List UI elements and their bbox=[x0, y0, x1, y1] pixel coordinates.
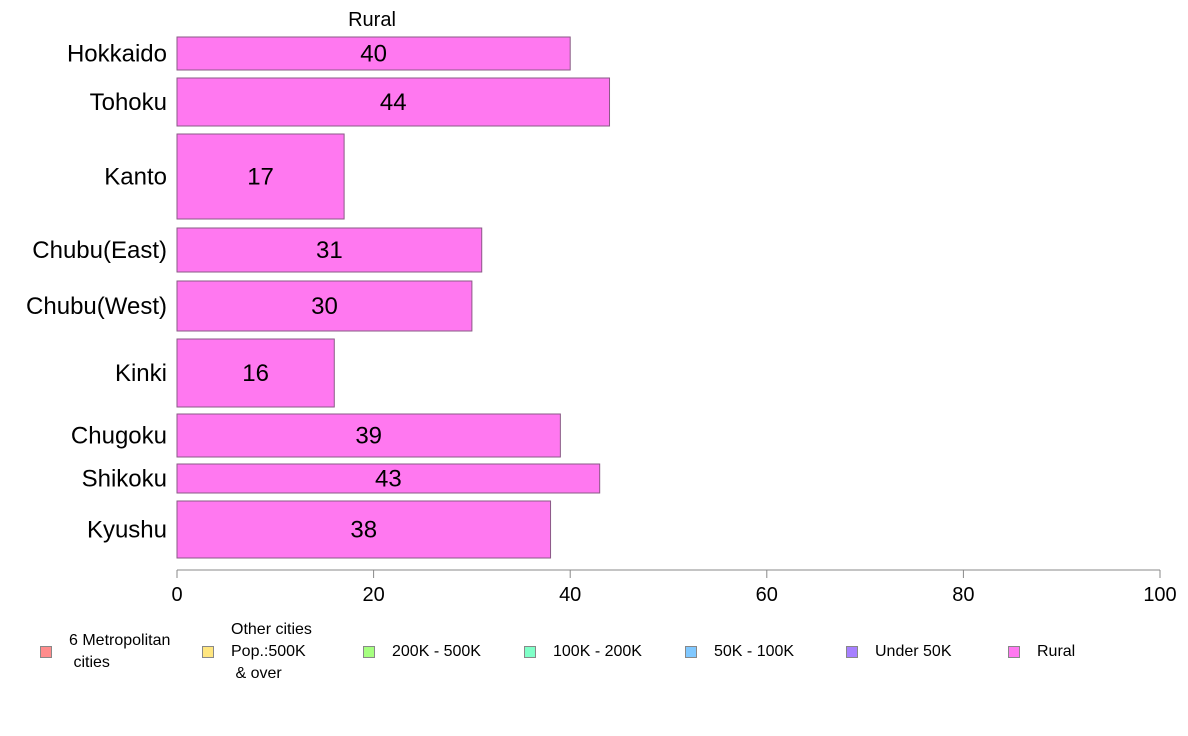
data-label: 40 bbox=[360, 41, 387, 68]
legend-swatch bbox=[202, 646, 214, 658]
legend-swatch bbox=[846, 646, 858, 658]
chart-title: Rural bbox=[348, 9, 396, 31]
bar-chubu-west- bbox=[176, 280, 473, 332]
bar-chugoku bbox=[176, 413, 561, 458]
x-tick-label: 20 bbox=[362, 584, 384, 606]
category-label: Kyushu bbox=[87, 517, 167, 544]
legend-swatch bbox=[524, 646, 536, 658]
x-tick-label: 80 bbox=[952, 584, 974, 606]
legend-label: Under 50K bbox=[875, 643, 952, 660]
x-tick-label: 100 bbox=[1143, 584, 1176, 606]
bar-chubu-east- bbox=[176, 227, 483, 273]
legend-label: Other cities Pop.:500K & over bbox=[231, 621, 312, 682]
legend-swatch bbox=[1008, 646, 1020, 658]
legend-label: 200K - 500K bbox=[392, 643, 481, 660]
data-label: 16 bbox=[242, 360, 269, 387]
category-label: Tohoku bbox=[90, 89, 167, 116]
legend-swatch bbox=[40, 646, 52, 658]
bar-hokkaido bbox=[176, 36, 571, 71]
bar-shikoku bbox=[176, 463, 601, 494]
bars-group bbox=[176, 36, 611, 559]
legend-label: 6 Metropolitan cities bbox=[69, 632, 171, 671]
x-tick-label: 40 bbox=[559, 584, 581, 606]
x-axis: 0 20 40 60 80 100 bbox=[171, 569, 1177, 606]
category-label: Chugoku bbox=[71, 423, 167, 450]
category-label: Kanto bbox=[104, 164, 167, 191]
category-labels: Hokkaido Tohoku Kanto Chubu(East) Chubu(West… bbox=[26, 41, 167, 544]
category-label: Hokkaido bbox=[67, 41, 167, 68]
x-tick-label: 0 bbox=[171, 584, 182, 606]
x-tick-label: 60 bbox=[756, 584, 778, 606]
legend-label: Rural bbox=[1037, 643, 1076, 660]
data-label: 38 bbox=[350, 517, 377, 544]
data-label: 31 bbox=[316, 237, 343, 264]
data-label: 17 bbox=[247, 164, 274, 191]
legend-swatch bbox=[363, 646, 375, 658]
legend-label: 50K - 100K bbox=[714, 643, 795, 660]
bar-kyushu bbox=[176, 500, 552, 559]
value-labels: 40 44 17 31 30 16 39 43 38 bbox=[242, 41, 406, 544]
category-label: Chubu(East) bbox=[32, 237, 167, 264]
data-label: 39 bbox=[355, 423, 382, 450]
data-label: 44 bbox=[380, 89, 407, 116]
legend-label: 100K - 200K bbox=[553, 643, 642, 660]
bar-kanto bbox=[176, 133, 345, 220]
category-label: Kinki bbox=[115, 360, 167, 387]
category-label: Chubu(West) bbox=[26, 293, 167, 320]
category-label: Shikoku bbox=[82, 466, 167, 493]
data-label: 30 bbox=[311, 293, 338, 320]
bar-tohoku bbox=[176, 77, 611, 127]
legend-swatch bbox=[685, 646, 697, 658]
data-label: 43 bbox=[375, 466, 402, 493]
bar-kinki bbox=[176, 338, 335, 408]
